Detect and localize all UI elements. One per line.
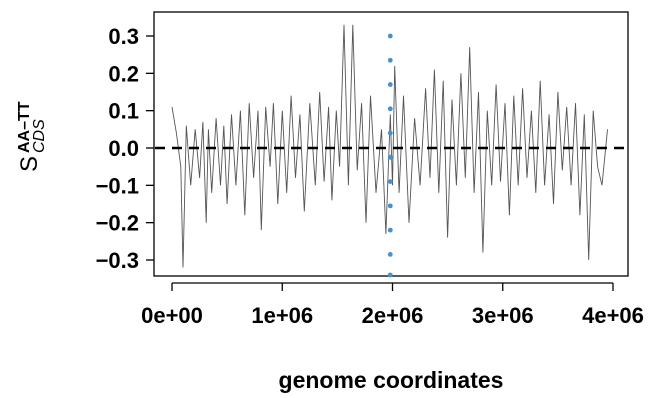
marker-point: [387, 57, 393, 63]
y-axis-title-superscript: AA–TT: [16, 101, 33, 153]
x-tick-label: 2e+06: [362, 303, 424, 328]
y-tick-label: 0.1: [108, 99, 139, 124]
marker-point: [387, 33, 393, 39]
marker-point: [387, 252, 393, 257]
marker-point: [387, 203, 393, 209]
plot-content: [155, 24, 627, 278]
y-axis-title-subscript: CDS: [31, 119, 48, 153]
marker-point: [387, 272, 393, 278]
y-tick-label: −0.2: [96, 211, 139, 236]
y-axis-title-main: S: [16, 156, 43, 172]
marker-point: [387, 82, 393, 87]
y-tick-label: −0.3: [96, 248, 139, 273]
x-axis: 0e+00 1e+06 2e+06 3e+06 4e+06: [141, 282, 644, 328]
x-tick-label: 4e+06: [582, 303, 644, 328]
x-tick-label: 1e+06: [251, 303, 313, 328]
y-tick-label: 0.3: [108, 24, 139, 49]
marker-point: [387, 227, 393, 233]
marker-point: [387, 179, 393, 185]
y-tick-label: 0.2: [108, 61, 139, 86]
y-axis-title: S AA–TT CDS: [16, 101, 48, 172]
series-line-0: [171, 24, 608, 268]
marker-point: [387, 154, 393, 160]
y-tick-label: 0.0: [108, 136, 139, 161]
x-tick-label: 0e+00: [141, 303, 203, 328]
x-axis-title: genome coordinates: [279, 367, 504, 393]
marker-point: [387, 106, 393, 112]
y-axis: 0.3 0.2 0.1 0.0 −0.1 −0.2 −0.3: [96, 24, 154, 273]
y-tick-label: −0.1: [96, 173, 139, 198]
x-tick-label: 3e+06: [472, 303, 534, 328]
marker-point: [387, 130, 393, 136]
